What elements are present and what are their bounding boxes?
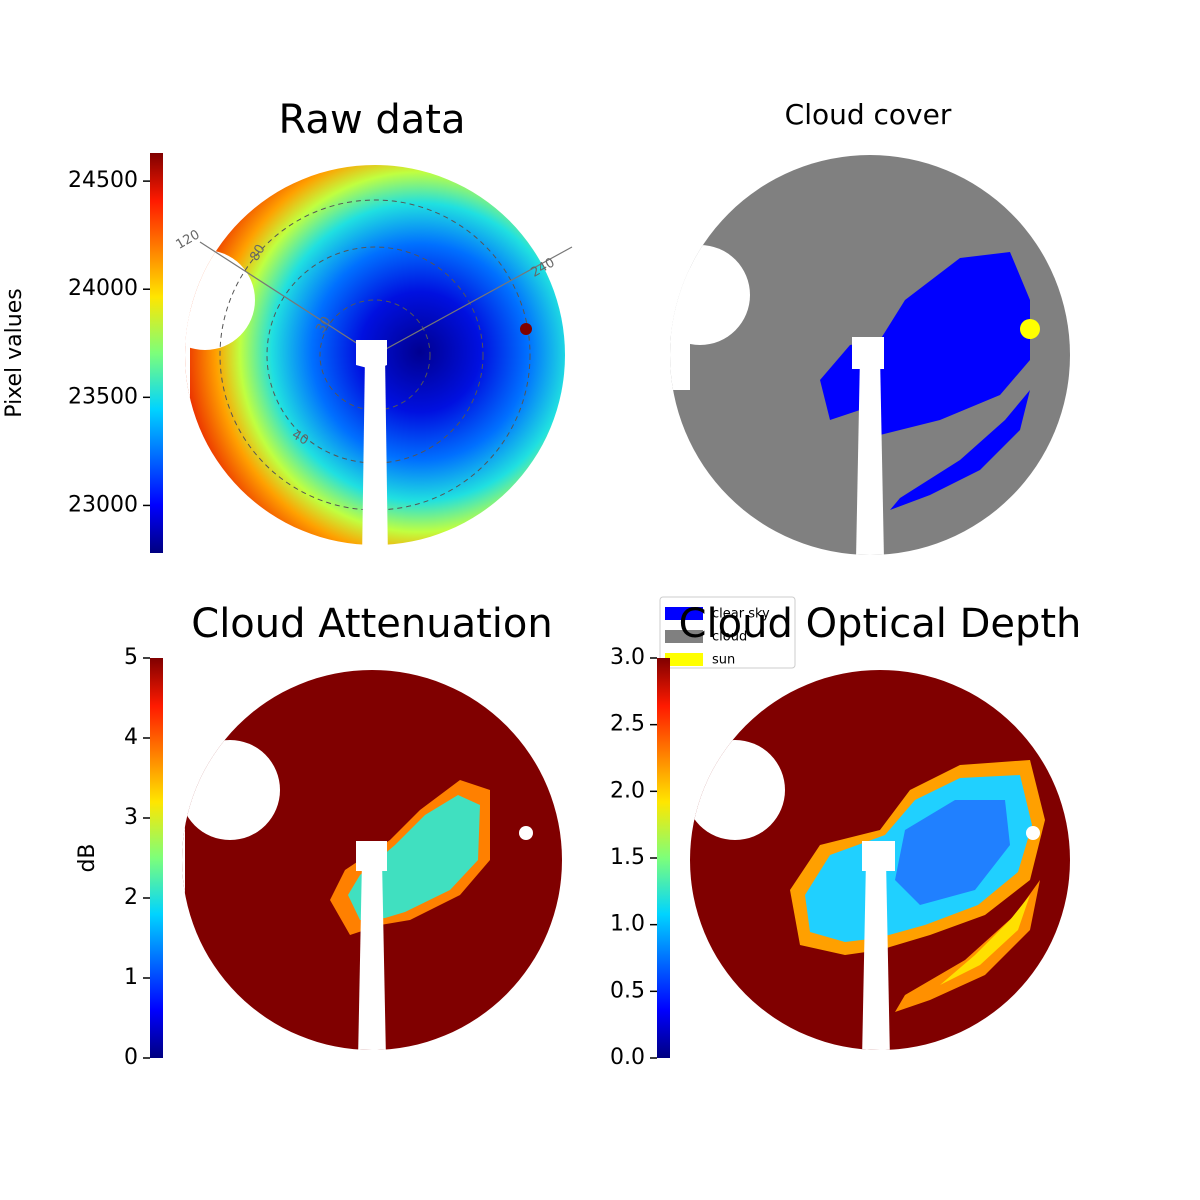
colorbar-tick-label: 2.0 xyxy=(610,778,645,803)
colorbar-tick-label: 3.0 xyxy=(610,645,645,670)
colorbar-tick-label: 3 xyxy=(124,805,138,830)
colorbar xyxy=(150,153,163,553)
colorbar-tick-label: 23500 xyxy=(68,384,138,409)
panel-title: Cloud Optical Depth xyxy=(679,601,1082,647)
legend-swatch xyxy=(665,630,703,643)
colorbar xyxy=(150,658,163,1058)
colorbar-tick-label: 0.5 xyxy=(610,978,645,1003)
colorbar xyxy=(657,658,670,1058)
panel-title: Cloud cover xyxy=(785,98,952,131)
legend-label: sun xyxy=(712,653,735,668)
colorbar-tick-label: 1.0 xyxy=(610,912,645,937)
optical-depth-image xyxy=(690,670,1070,1050)
colorbar-tick-label: 23000 xyxy=(68,492,138,517)
cloud-cover-image xyxy=(670,155,1070,555)
colorbar-tick-label: 24500 xyxy=(68,168,138,193)
colorbar-label: Pixel values xyxy=(2,288,27,417)
colorbar-tick-label: 1.5 xyxy=(610,845,645,870)
polar-label: 80 xyxy=(247,242,268,264)
attenuation-image xyxy=(182,670,562,1050)
panel-title: Raw data xyxy=(279,97,466,143)
colorbar-tick-label: 24000 xyxy=(68,276,138,301)
legend-label: clear sky xyxy=(712,607,770,622)
colorbar-tick-label: 0.0 xyxy=(610,1045,645,1070)
sun-marker xyxy=(520,323,532,335)
mask xyxy=(356,340,388,560)
polar-label: 40 xyxy=(289,427,311,448)
legend-swatch xyxy=(665,653,703,666)
colorbar-tick-label: 4 xyxy=(124,725,138,750)
polar-label: 30 xyxy=(313,314,334,336)
colorbar-tick-label: 0 xyxy=(124,1045,138,1070)
colorbar-tick-label: 2 xyxy=(124,885,138,910)
polar-axes xyxy=(199,241,573,356)
panel-title: Cloud Attenuation xyxy=(191,601,552,647)
legend-swatch xyxy=(665,607,703,620)
colorbar-tick-label: 1 xyxy=(124,965,138,990)
polar-label: 120 xyxy=(173,227,202,252)
colorbar-tick-label: 5 xyxy=(124,645,138,670)
legend-label: cloud xyxy=(712,630,747,645)
colorbar-label: dB xyxy=(75,843,100,872)
colorbar-tick-label: 2.5 xyxy=(610,712,645,737)
